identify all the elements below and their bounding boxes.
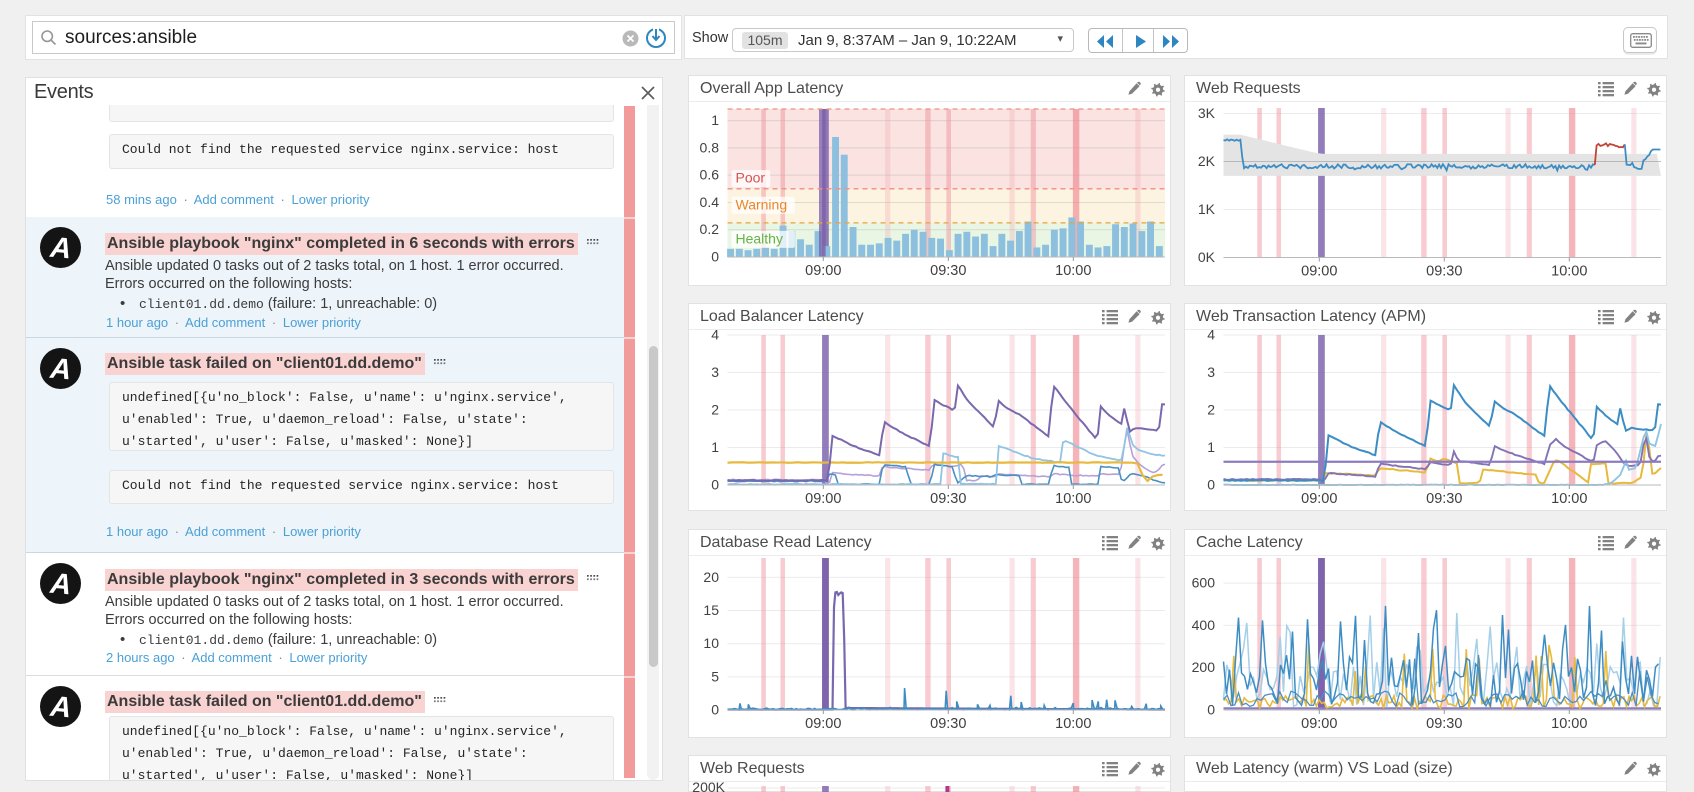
svg-text:0: 0 bbox=[711, 249, 719, 265]
svg-text:20: 20 bbox=[703, 569, 719, 585]
svg-text:09:30: 09:30 bbox=[930, 263, 966, 279]
svg-text:Warning: Warning bbox=[736, 196, 788, 212]
svg-text:4: 4 bbox=[1207, 330, 1215, 343]
svg-text:A: A bbox=[48, 232, 73, 266]
svg-text:0.2: 0.2 bbox=[700, 221, 720, 237]
svg-text:0.4: 0.4 bbox=[700, 194, 720, 210]
svg-text:600: 600 bbox=[1192, 575, 1216, 591]
svg-text:3: 3 bbox=[711, 364, 719, 380]
svg-text:10: 10 bbox=[703, 635, 719, 651]
svg-text:0: 0 bbox=[711, 702, 719, 718]
svg-text:09:00: 09:00 bbox=[1301, 264, 1337, 280]
svg-text:10:00: 10:00 bbox=[1055, 491, 1091, 507]
svg-text:3K: 3K bbox=[1198, 105, 1216, 121]
svg-text:0.8: 0.8 bbox=[700, 139, 720, 155]
svg-text:0: 0 bbox=[1207, 702, 1215, 718]
svg-text:10:00: 10:00 bbox=[1055, 716, 1091, 732]
svg-text:2: 2 bbox=[711, 402, 719, 418]
svg-text:10:00: 10:00 bbox=[1551, 716, 1587, 732]
svg-text:09:00: 09:00 bbox=[1301, 716, 1337, 732]
svg-text:200K: 200K bbox=[692, 782, 725, 792]
svg-text:0K: 0K bbox=[1198, 249, 1216, 265]
svg-text:09:30: 09:30 bbox=[1426, 716, 1462, 732]
svg-text:0.6: 0.6 bbox=[700, 167, 720, 183]
svg-text:A: A bbox=[48, 352, 73, 386]
svg-text:A: A bbox=[48, 690, 73, 724]
svg-text:Healthy: Healthy bbox=[736, 230, 783, 246]
svg-text:2: 2 bbox=[1207, 402, 1215, 418]
svg-text:A: A bbox=[48, 567, 73, 601]
svg-text:10:00: 10:00 bbox=[1055, 263, 1091, 279]
svg-text:3: 3 bbox=[1207, 364, 1215, 380]
svg-text:1: 1 bbox=[711, 112, 719, 128]
svg-text:09:30: 09:30 bbox=[930, 491, 966, 507]
svg-text:10:00: 10:00 bbox=[1551, 491, 1587, 507]
svg-text:400: 400 bbox=[1192, 617, 1216, 633]
svg-text:Poor: Poor bbox=[736, 170, 766, 186]
svg-text:5: 5 bbox=[711, 668, 719, 684]
svg-text:09:30: 09:30 bbox=[1426, 264, 1462, 280]
svg-text:1: 1 bbox=[711, 439, 719, 455]
svg-text:1: 1 bbox=[1207, 439, 1215, 455]
svg-text:09:00: 09:00 bbox=[1301, 491, 1337, 507]
svg-text:09:30: 09:30 bbox=[930, 716, 966, 732]
svg-text:09:00: 09:00 bbox=[805, 716, 841, 732]
svg-text:09:00: 09:00 bbox=[805, 263, 841, 279]
svg-text:0: 0 bbox=[711, 477, 719, 493]
svg-text:09:30: 09:30 bbox=[1426, 491, 1462, 507]
svg-text:10:00: 10:00 bbox=[1551, 264, 1587, 280]
svg-text:1K: 1K bbox=[1198, 201, 1216, 217]
svg-text:09:00: 09:00 bbox=[805, 491, 841, 507]
svg-text:2K: 2K bbox=[1198, 153, 1216, 169]
svg-text:15: 15 bbox=[703, 602, 719, 618]
svg-text:4: 4 bbox=[711, 330, 719, 343]
svg-text:0: 0 bbox=[1207, 477, 1215, 493]
svg-text:200: 200 bbox=[1192, 659, 1216, 675]
